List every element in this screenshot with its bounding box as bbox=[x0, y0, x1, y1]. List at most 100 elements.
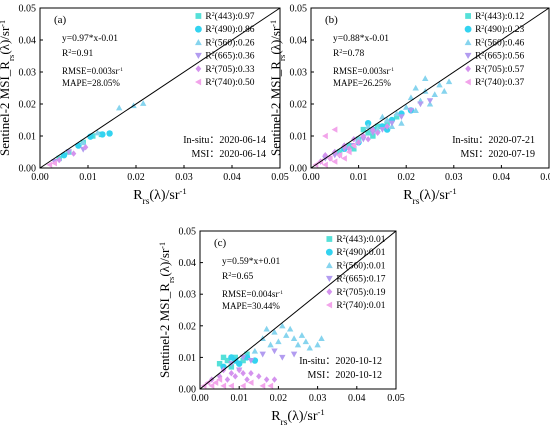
data-point-740 bbox=[326, 155, 333, 162]
legend-marker-665 bbox=[195, 52, 202, 59]
superscript: 2 bbox=[481, 78, 484, 84]
data-point-705 bbox=[236, 366, 242, 374]
label-part: (λ)/sr bbox=[157, 248, 172, 277]
y-tick-label: 0.05 bbox=[179, 227, 197, 238]
label-part: (443):0.12 bbox=[484, 11, 524, 22]
data-point-705 bbox=[70, 150, 77, 157]
y-axis-label: Sentinel-2 MSI_Rrs(λ)/sr-1 bbox=[0, 20, 16, 156]
legend-label-560: R2(560):0.26 bbox=[205, 37, 254, 48]
label-part: RMSE=0.004sr bbox=[222, 289, 278, 299]
label-part: (740):0.50 bbox=[215, 77, 255, 88]
label-part: (λ)/sr bbox=[268, 26, 283, 55]
data-point-665 bbox=[279, 354, 286, 361]
data-point-665 bbox=[290, 351, 298, 358]
data-point-560 bbox=[431, 91, 438, 97]
x-tick-label: 0.02 bbox=[270, 393, 288, 404]
panel-label: (b) bbox=[325, 14, 338, 26]
label-part: (490):0.86 bbox=[215, 24, 255, 35]
legend-label-665: R2(665):0.36 bbox=[205, 51, 254, 62]
data-point-665 bbox=[407, 107, 415, 114]
x-axis-label: Rrs(λ)/sr-1 bbox=[271, 407, 325, 425]
data-point-560 bbox=[412, 84, 419, 91]
data-point-705 bbox=[374, 129, 381, 136]
label-part: (490):0.23 bbox=[484, 24, 524, 35]
label-part: R bbox=[336, 275, 343, 285]
data-point-560 bbox=[302, 338, 310, 345]
data-point-705 bbox=[228, 370, 235, 377]
label-part: R bbox=[475, 52, 482, 62]
superscript: 2 bbox=[212, 78, 215, 84]
data-point-665 bbox=[426, 98, 434, 104]
legend-marker-490 bbox=[464, 25, 472, 33]
y-tick-label: 0.04 bbox=[19, 36, 37, 47]
data-point-560 bbox=[286, 325, 294, 332]
label-part: R bbox=[336, 248, 343, 258]
data-point-665 bbox=[271, 348, 278, 355]
label-part: R bbox=[475, 78, 482, 88]
label-part: Sentinel-2 MSI_R bbox=[268, 61, 283, 156]
y-axis-label: Sentinel-2 MSI_Rrs(λ)/sr-1 bbox=[157, 242, 176, 378]
data-point-665 bbox=[388, 120, 396, 127]
legend-label-443: R2(443):0.97 bbox=[205, 11, 254, 22]
legend-label-740: R2(740):0.37 bbox=[475, 77, 524, 88]
y-tick-label: 0.00 bbox=[19, 164, 37, 175]
legend-label-705: R2(705):0.33 bbox=[205, 64, 254, 75]
x-tick-label: 0.00 bbox=[302, 172, 320, 183]
legend-marker-443 bbox=[465, 13, 471, 19]
label-part: R bbox=[336, 235, 343, 245]
data-point-705 bbox=[346, 145, 352, 152]
x-tick-label: 0.05 bbox=[271, 172, 289, 183]
legend-marker-560 bbox=[195, 39, 202, 46]
label-part: (λ)/sr bbox=[0, 26, 12, 55]
x-axis-label: Rrs(λ)/sr-1 bbox=[403, 186, 457, 207]
data-point-740 bbox=[208, 382, 215, 390]
data-point-665 bbox=[398, 114, 405, 120]
scatter-panel-a: 0.00 0.01 0.02 0.03 0.04 0.05 0.00 0.01 0.02 0.03… bbox=[0, 4, 289, 208]
label-part: (λ)/sr bbox=[419, 188, 449, 203]
data-point-705 bbox=[244, 376, 250, 383]
data-point-560 bbox=[383, 116, 391, 123]
data-point-705 bbox=[384, 123, 390, 130]
label-part: (705):0.33 bbox=[215, 64, 255, 75]
superscript: 2 bbox=[212, 52, 215, 58]
y-tick-label: 0.03 bbox=[179, 290, 197, 301]
data-point-560 bbox=[275, 338, 282, 345]
legend-marker-560 bbox=[325, 262, 333, 269]
superscript: 2 bbox=[481, 25, 484, 31]
plot-frame bbox=[310, 7, 550, 169]
data-point-705 bbox=[224, 376, 231, 383]
data-point-740 bbox=[259, 382, 266, 390]
y-tick-label: 0.05 bbox=[290, 4, 308, 15]
data-point-560 bbox=[374, 126, 381, 133]
data-point-560 bbox=[441, 88, 448, 94]
x-axis-label: Rrs(λ)/sr-1 bbox=[133, 186, 187, 207]
legend-label-705: R2(705):0.57 bbox=[475, 64, 524, 75]
data-point-443 bbox=[360, 126, 367, 133]
data-point-705 bbox=[355, 139, 362, 146]
data-point-560 bbox=[445, 78, 453, 85]
data-points bbox=[200, 322, 325, 390]
label-part: R bbox=[205, 65, 212, 75]
legend-marker-705 bbox=[326, 288, 333, 296]
panel-label: (a) bbox=[54, 14, 67, 26]
superscript: -1 bbox=[180, 186, 187, 196]
x-tick-label: 0.01 bbox=[350, 172, 368, 183]
insitu-date: In-situ：2020-06-14 bbox=[183, 135, 266, 146]
label-part: (665):0.36 bbox=[215, 51, 255, 62]
superscript: 2 bbox=[228, 272, 231, 278]
legend-label-443: R2(443):0.01 bbox=[336, 234, 385, 245]
data-point-740 bbox=[345, 148, 352, 156]
data-point-560 bbox=[422, 75, 429, 81]
legend-label-705: R2(705):0.19 bbox=[336, 287, 385, 298]
x-tick-label: 0.03 bbox=[445, 172, 463, 183]
data-point-740 bbox=[212, 379, 219, 386]
regression-equation: y=0.97*x-0.01 bbox=[62, 34, 118, 44]
label-part: (490):0.01 bbox=[346, 247, 386, 258]
data-point-740 bbox=[350, 142, 357, 149]
legend-marker-560 bbox=[464, 39, 472, 46]
data-point-560 bbox=[298, 332, 306, 338]
superscript: -1 bbox=[158, 242, 167, 249]
superscript: -1 bbox=[389, 67, 394, 73]
data-point-443 bbox=[224, 357, 231, 364]
